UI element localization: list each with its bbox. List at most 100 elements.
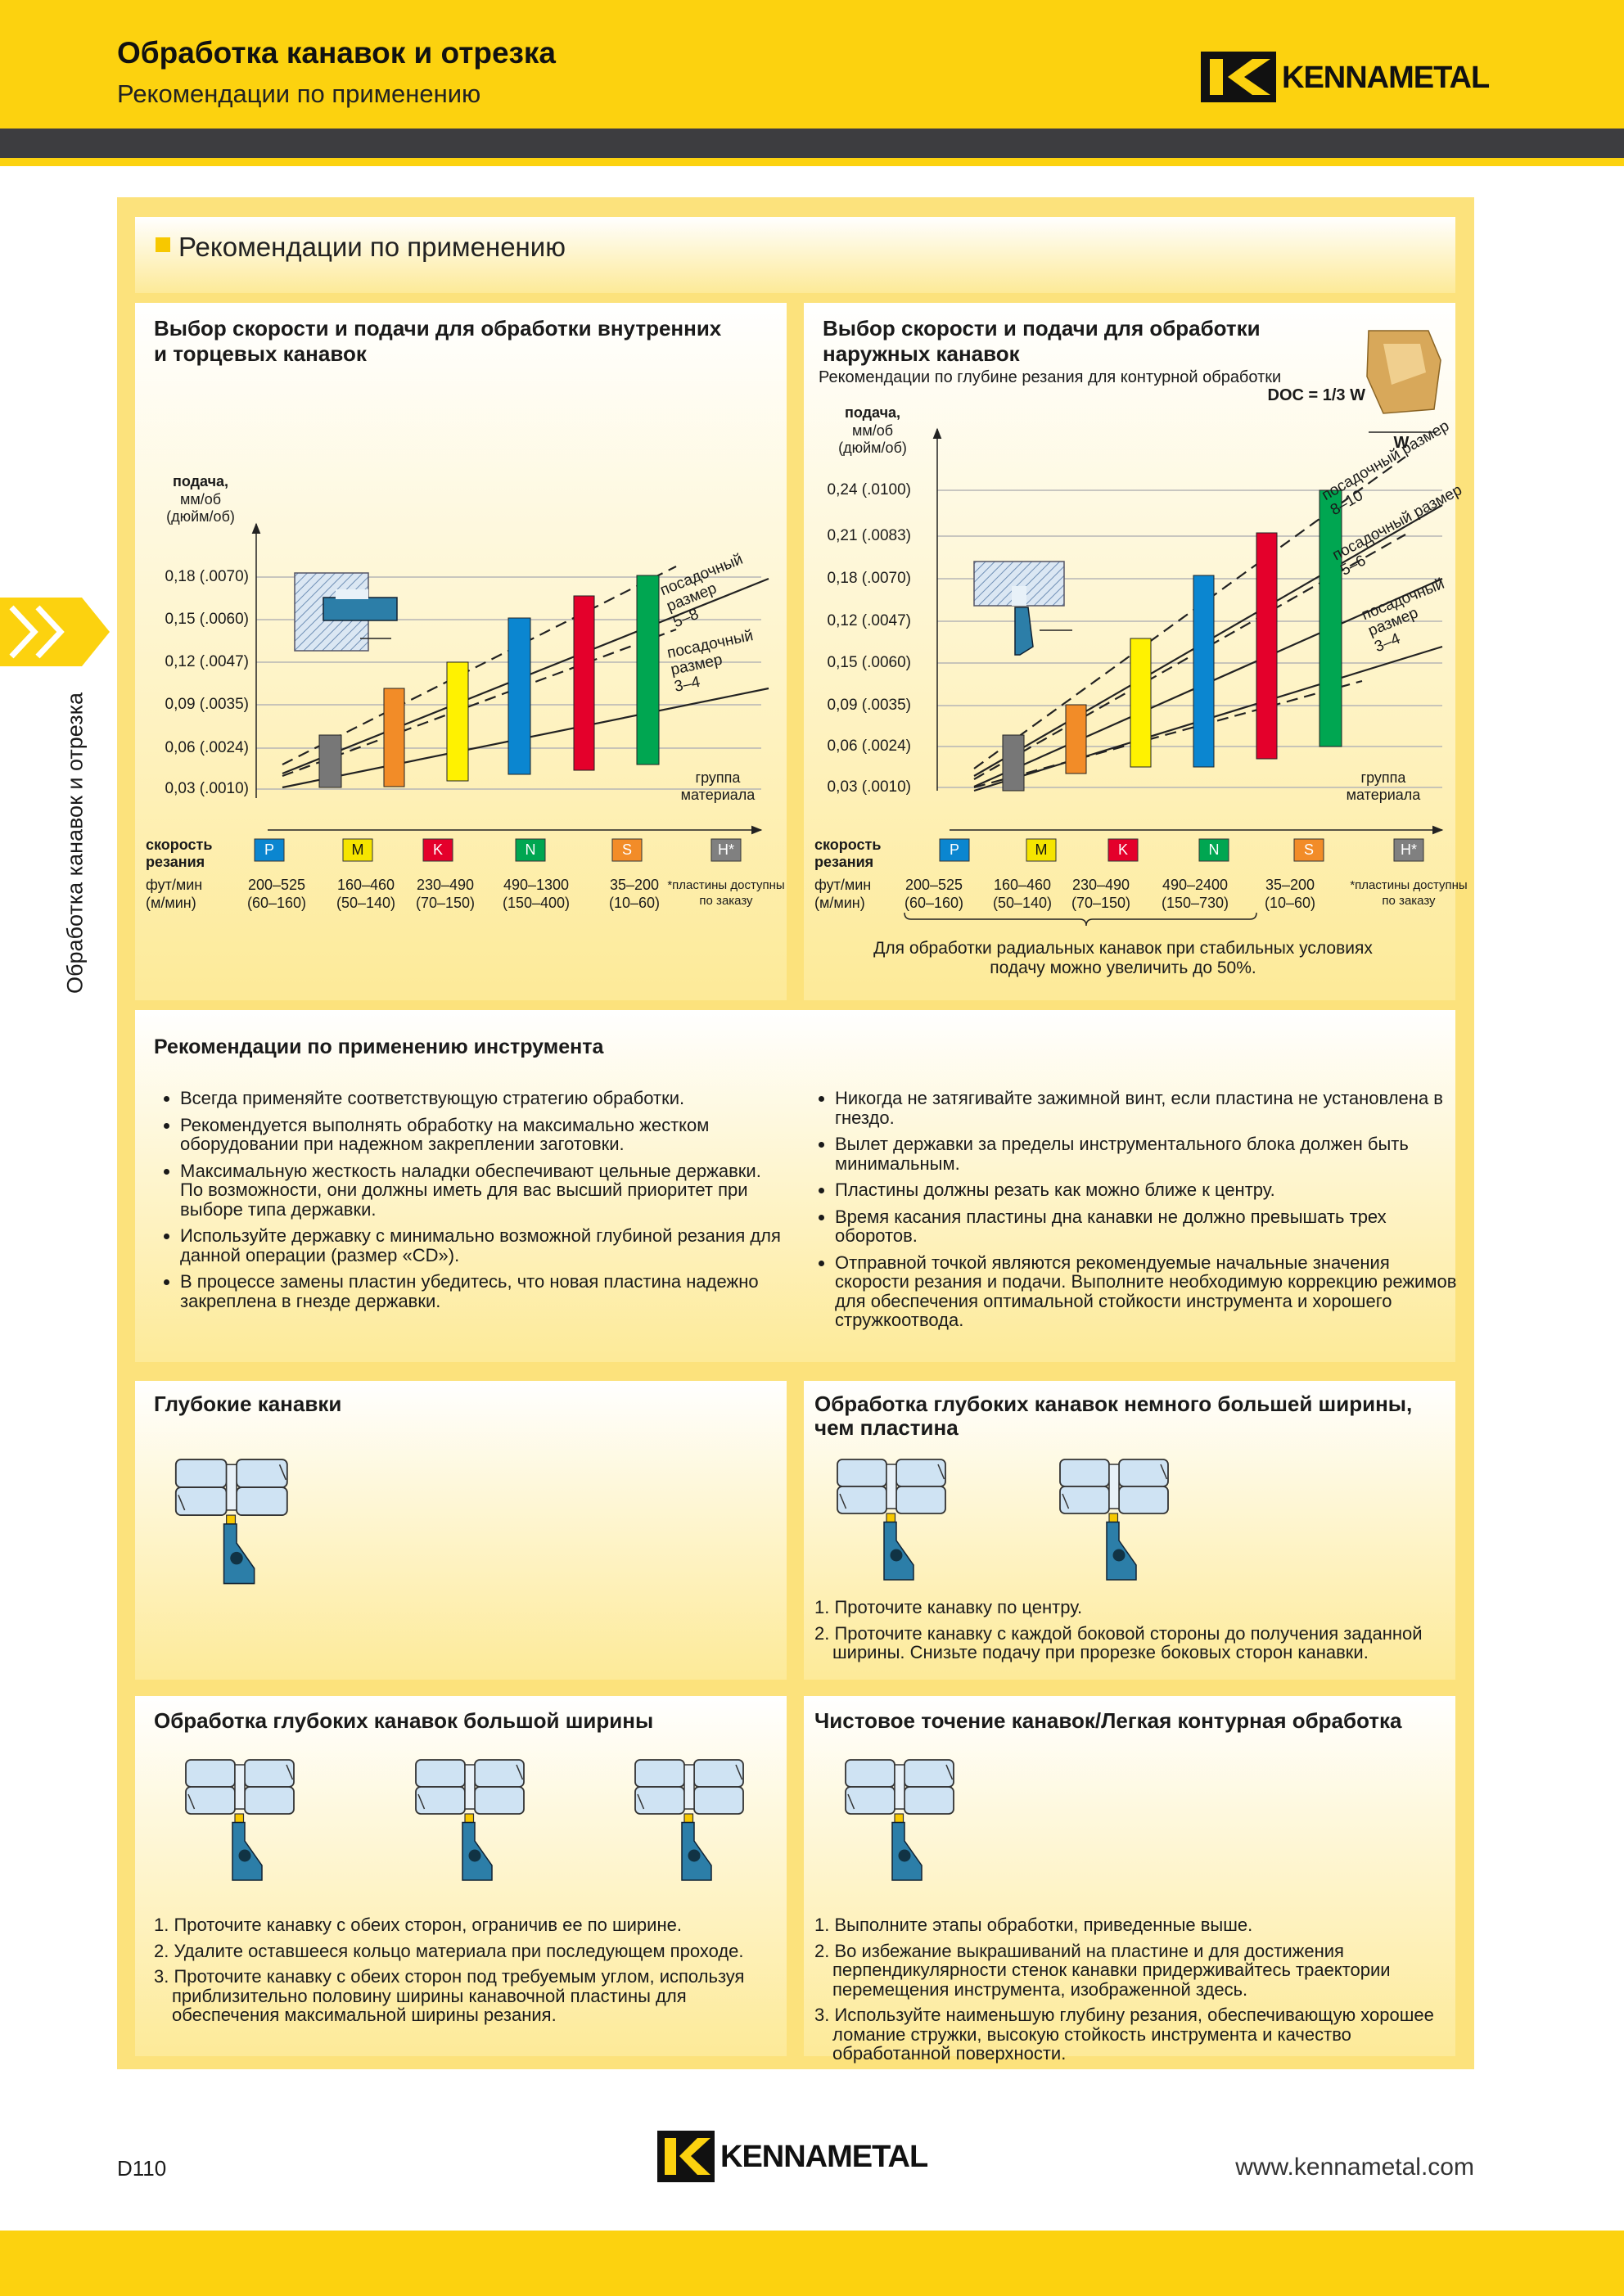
y-tick-label: 0,12 (.0047) [165,653,249,670]
step-item: 2. Удалите оставшееся кольцо материала п… [154,1940,744,1961]
logo-text: KENNAMETAL [720,2140,928,2174]
chart-title: Выбор скорости и подачи для обработки вн… [154,316,722,366]
step-list: 1. Выполните этапы обработки, приведенны… [814,1915,1437,2070]
bullet-list: Никогда не затягивайте зажимной винт, ес… [810,1089,1457,1337]
speed-range: 230–490 (70–150) [1071,877,1131,911]
step-item: 1. Проточите канавку с обеих сторон, огр… [154,1915,682,1935]
graphic-rect [422,838,453,862]
graphic-rect [1393,838,1424,862]
graphic-polygon [679,2138,710,2175]
bullet-item: Никогда не затягивайте зажимной винт, ес… [835,1089,1457,1127]
graphic-rect [573,595,595,771]
graphic-rect [1130,638,1152,768]
material-code: H* [717,841,735,858]
footer-band [0,2231,1624,2296]
graphic-polygon [0,598,110,666]
step-item: 1. Проточите канавку по центру. [814,1597,1083,1617]
step-item: 2. Во избежание выкрашиваний на пластине… [814,1940,1391,2000]
graphic-rect [611,838,643,862]
speed-range: 200–525 (60–160) [246,877,307,911]
footer-logo-mark [657,2131,715,2182]
y-tick-label: 0,15 (.0060) [827,654,911,671]
y-tick-label: 0,18 (.0070) [827,570,911,587]
graphic-rect [1293,838,1324,862]
header-band [0,0,1624,129]
speed-range: 200–525 (60–160) [904,877,964,911]
bullet-item: Вылет державки за пределы инструментальн… [835,1134,1457,1173]
bullet-item: Отправной точкой являются рекомендуемые … [835,1252,1457,1330]
graphic-g [318,575,660,788]
logo-mark [1201,52,1276,102]
bullet-item: В процессе замены пластин убедитесь, что… [180,1272,786,1310]
graphic-polygon [665,2138,676,2175]
graphic-polygon [1210,59,1223,95]
bullet-item: Время касания пластины дна канавки не до… [835,1207,1457,1246]
graphic-polyline [9,605,38,659]
chart-box [135,303,787,1000]
graphic-rect [342,838,373,862]
graphic-polygon [1228,59,1270,95]
text-box [135,1010,1455,1362]
logo-text: KENNAMETAL [1282,61,1490,95]
y-axis-label: мм/об (дюйм/об) [166,491,235,525]
graphic-rect [939,838,970,862]
bullet-item: Всегда применяйте соответствующую страте… [180,1089,786,1108]
speed-label: скорость резания [814,837,882,870]
text-box [804,1381,1455,1680]
speed-range: 230–490 (70–150) [415,877,476,911]
y-tick-label: 0,06 (.0024) [165,739,249,756]
y-tick-label: 0,03 (.0010) [165,780,249,797]
material-code: H* [1400,841,1418,858]
speed-units: фут/мин (м/мин) [146,877,203,911]
page-number: D110 [117,2156,167,2181]
graphic-polygon [1014,607,1034,656]
graphic-rect [1026,838,1057,862]
bullet-item: Максимальную жесткость наладки обеспечив… [180,1161,786,1220]
speed-range: 35–200 (10–60) [608,877,661,911]
graphic-rect [1319,489,1342,747]
y-tick-label: 0,06 (.0024) [827,738,911,755]
y-tick-label: 0,03 (.0010) [827,778,911,796]
speed-range: 35–200 (10–60) [1264,877,1316,911]
box-title: Рекомендации по применению инструмента [154,1035,604,1058]
graphic-rect [1256,532,1278,760]
box-title: Глубокие канавки [154,1392,342,1416]
graphic-rect [973,561,1065,607]
x-axis-label: группа материала [1346,769,1421,803]
graphic-polyline [35,605,65,659]
step-list: 1. Проточите канавку по центру. 2. Проточ… [814,1598,1437,1669]
header-stripe [0,129,1624,158]
graphic-rect [710,838,742,862]
graphic-rect [1107,838,1139,862]
graphic-rect [1012,586,1026,606]
section-box [135,217,1455,293]
speed-label: скорость резания [146,837,213,870]
graphic-polygon [1383,344,1426,385]
material-code: S [621,841,633,858]
graphic-rect [1193,575,1215,768]
graphic-rect [636,575,660,765]
graphic-line [973,679,1363,789]
graphic-rect [383,688,405,787]
graphic-g [1366,330,1441,433]
doc-label: DOC = 1/3 W [1267,386,1365,404]
availability-note: *пластины доступны по заказу [1350,878,1468,908]
chart-title: Выбор скорости и подачи для обработки на… [823,316,1261,366]
bullet-item: Пластины должны резать как можно ближе к… [835,1180,1457,1200]
y-tick-label: 0,09 (.0035) [165,696,249,713]
material-code: K [432,841,444,858]
graphic-line [282,566,677,765]
material-code: P [264,841,275,858]
material-code: N [525,841,536,858]
box-title: Обработка глубоких канавок большой ширин… [154,1708,654,1733]
bullet-list: Всегда применяйте соответствующую страте… [156,1089,786,1318]
left-chart-graphics [251,522,769,862]
box-title: Чистовое точение канавок/Легкая контурна… [814,1708,1402,1733]
graphic-rect [254,838,285,862]
y-axis-label: подача, [172,473,229,489]
section-title: Рекомендации по применению [178,232,566,262]
header-line [0,158,1624,166]
page-title: Обработка канавок и отрезка [117,36,557,70]
